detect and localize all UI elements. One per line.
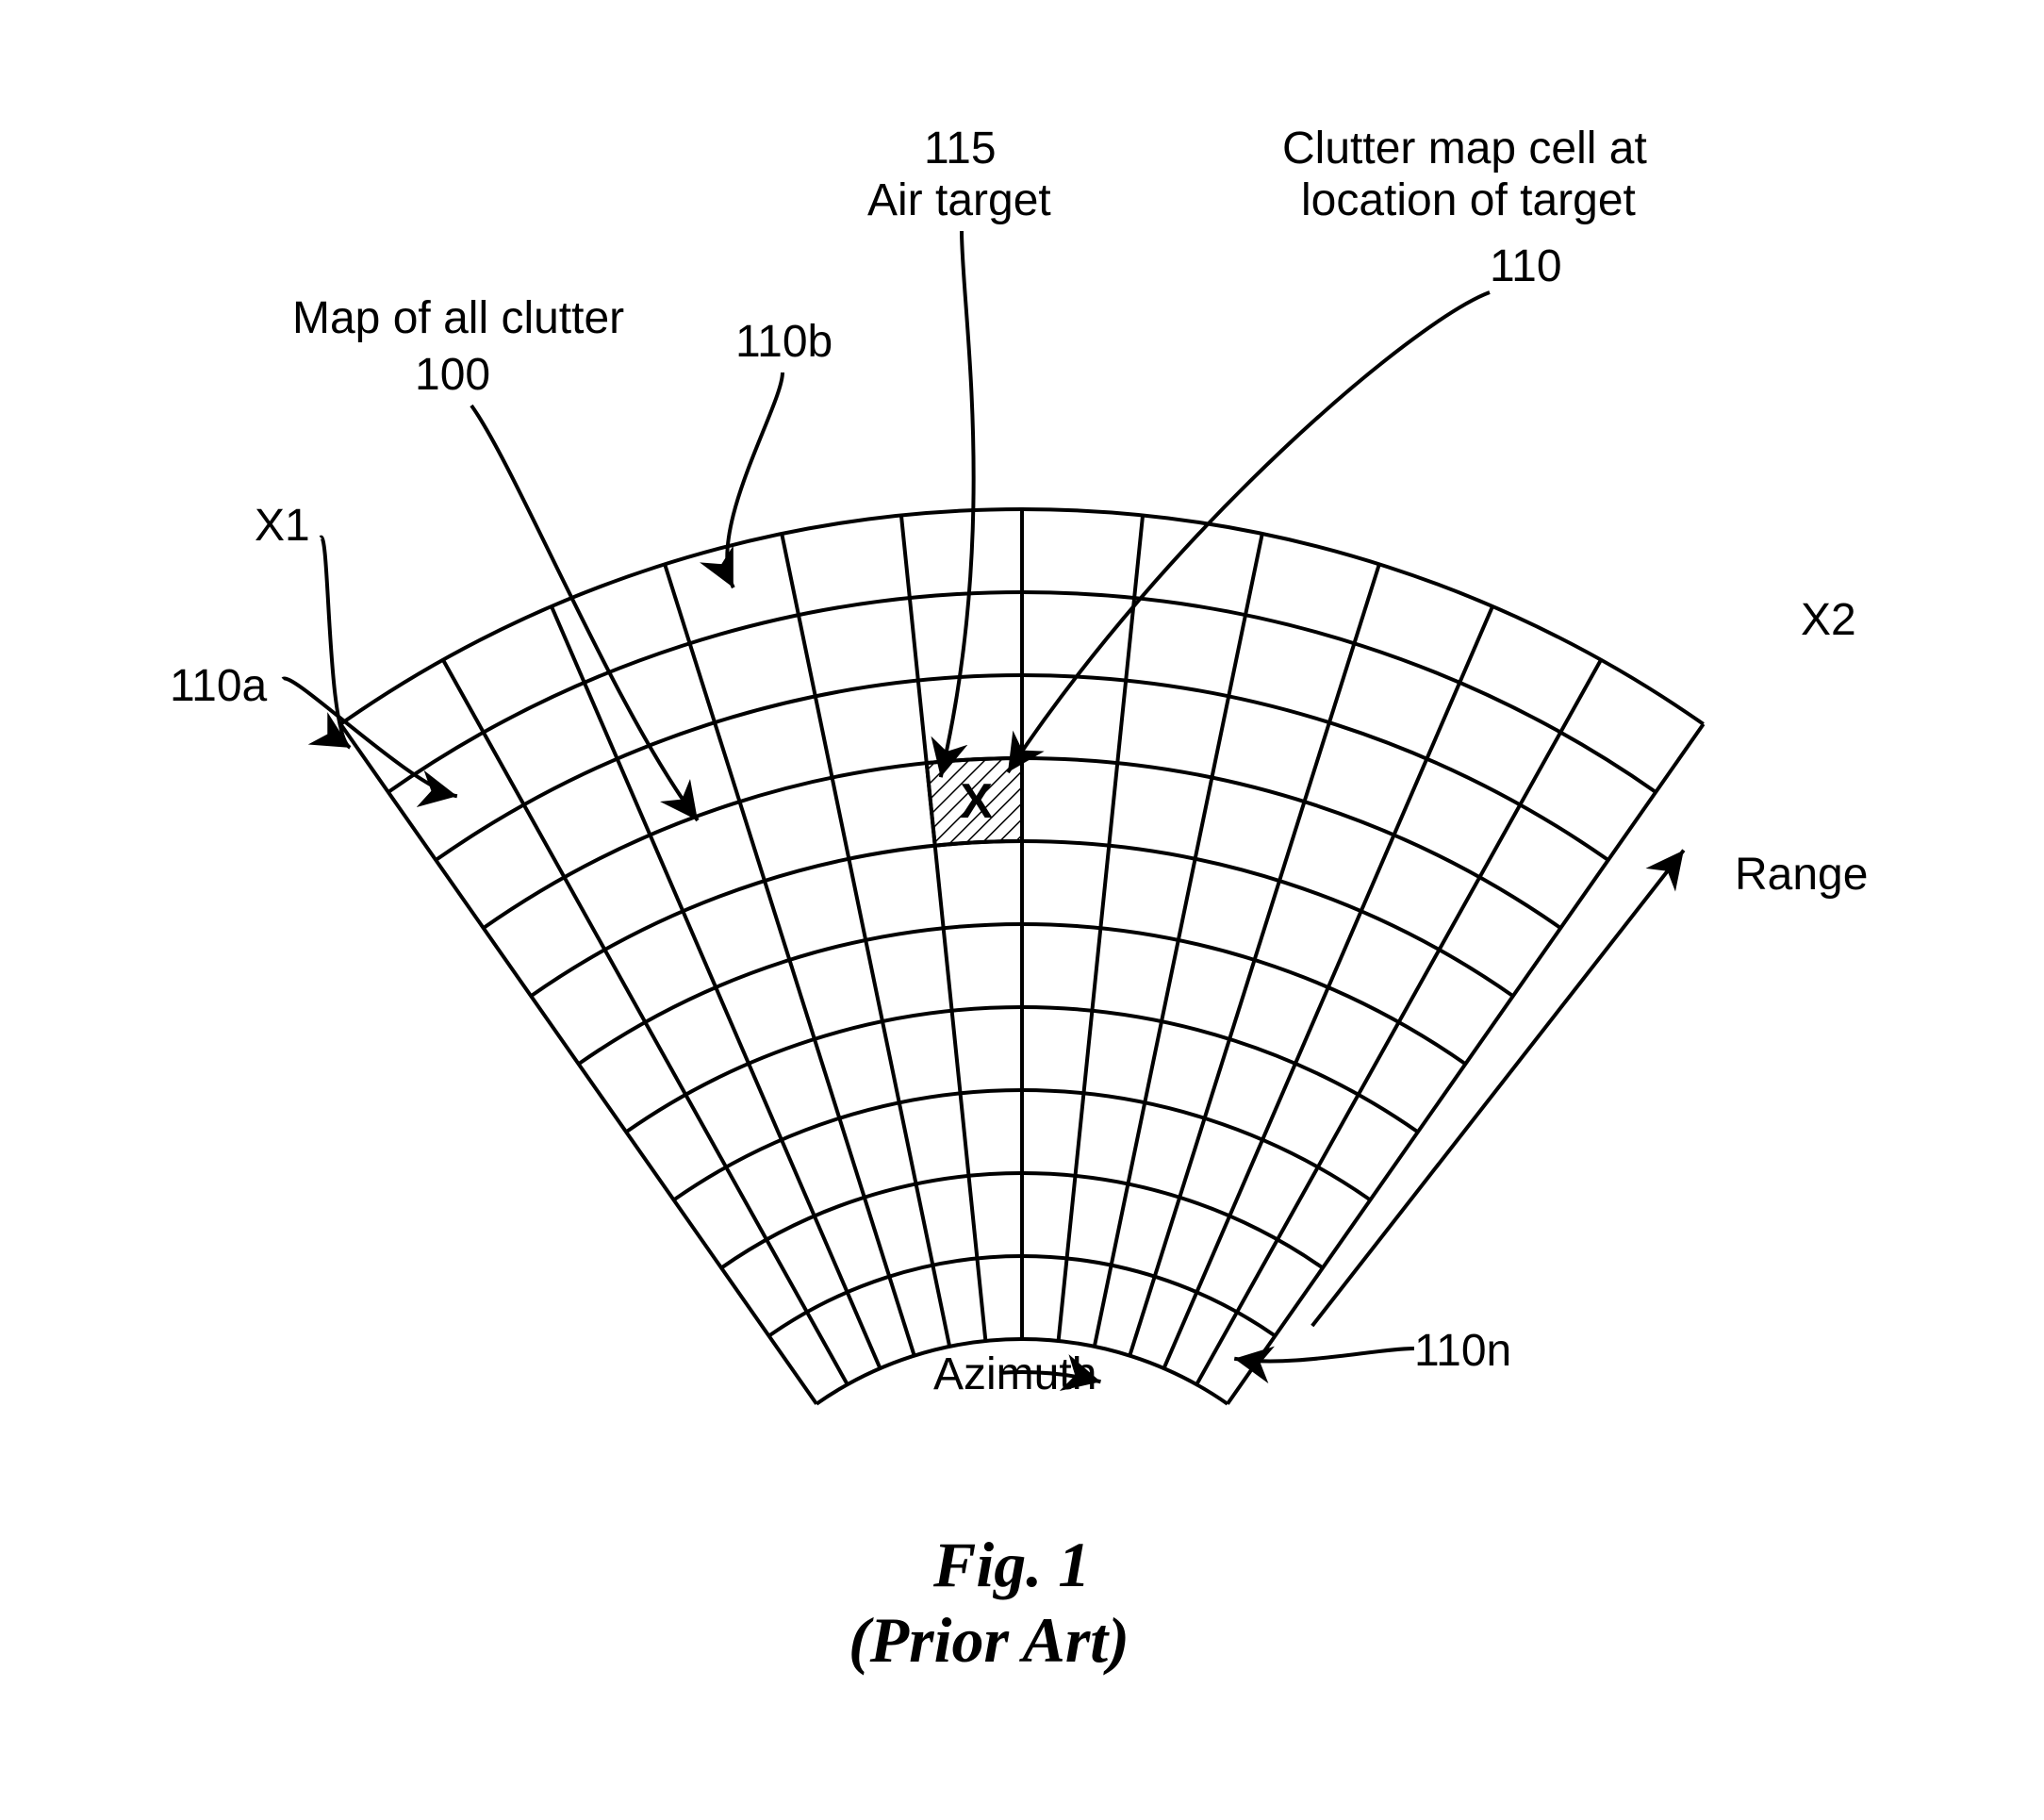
figure-caption-line1: Fig. 1 [933, 1528, 1090, 1602]
grid-spoke [1196, 660, 1601, 1384]
cell-110n-label: 110n [1414, 1325, 1511, 1377]
grid-spoke [443, 660, 848, 1384]
azimuth-label: Azimuth [933, 1348, 1096, 1400]
clutter-cell-num-label: 110 [1490, 240, 1562, 292]
air-target-num-label: 115 [924, 123, 997, 174]
figure-caption-line2: (Prior Art) [849, 1603, 1129, 1678]
map-all-text-label: Map of all clutter [292, 292, 624, 344]
leader-110b [727, 372, 783, 587]
cell-110a-label: 110a [170, 660, 267, 712]
grid-spoke [1095, 534, 1262, 1347]
cell-110b-label: 110b [735, 316, 832, 368]
grid-spoke [901, 516, 985, 1341]
range-label: Range [1735, 849, 1868, 901]
map-all-num-label: 100 [415, 349, 490, 401]
air-target-text-label: Air target [867, 174, 1051, 226]
x1-label: X1 [255, 500, 310, 552]
grid-spoke [782, 534, 949, 1347]
target-x-mark: X [960, 774, 993, 829]
clutter-cell-line2-label: location of target [1301, 174, 1636, 226]
leader-air-target [941, 231, 974, 777]
leader-110a [283, 678, 457, 796]
x2-label: X2 [1801, 594, 1856, 646]
grid-spoke [1059, 516, 1143, 1341]
clutter-cell-line1-label: Clutter map cell at [1282, 123, 1647, 174]
range-arrow [1312, 851, 1684, 1326]
leader-map-all [471, 405, 698, 820]
